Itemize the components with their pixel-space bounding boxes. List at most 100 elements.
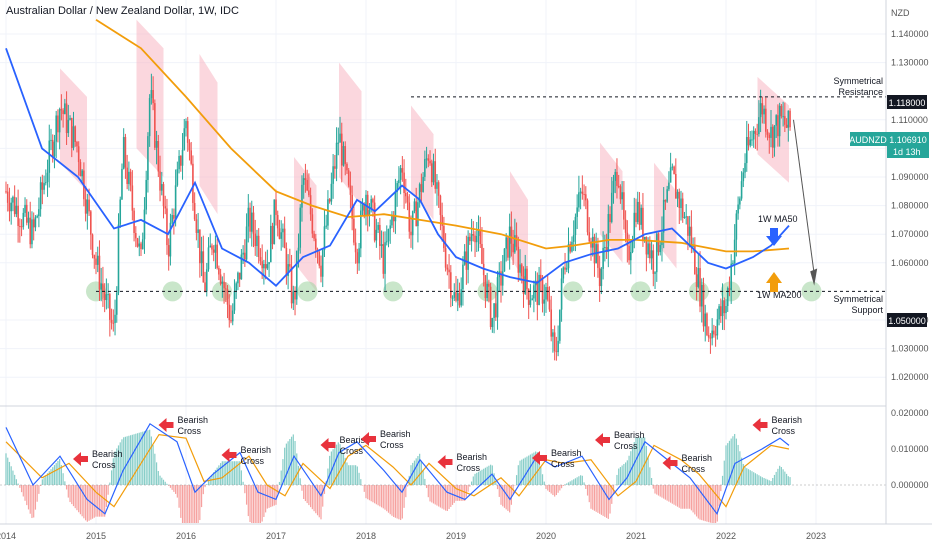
macd-histogram-bar (152, 445, 154, 485)
macd-histogram-bar (470, 481, 473, 485)
macd-histogram-bar (766, 479, 769, 485)
macd-histogram-bar (585, 485, 587, 489)
macd-histogram-bar (102, 485, 104, 517)
macd-histogram-bar (559, 485, 561, 491)
candle-body (385, 241, 388, 243)
candle-body (327, 199, 329, 226)
candle-body (147, 136, 149, 180)
bearish-pattern-zone (199, 54, 218, 215)
macd-histogram-bar (380, 485, 383, 508)
candle-body (29, 217, 32, 245)
macd-histogram-bar (178, 485, 180, 508)
candle-body (98, 255, 101, 290)
macd-histogram-bar (571, 480, 573, 485)
candle-body (38, 209, 40, 217)
price-lines (5, 18, 790, 287)
candle-body (688, 226, 691, 236)
macd-histogram-bar (695, 485, 698, 517)
candle-body (726, 288, 729, 307)
bar-countdown: 1d 13h (893, 147, 921, 157)
macd-histogram-bar (107, 485, 109, 495)
macd-histogram-bar (727, 443, 729, 485)
candle-body (777, 115, 779, 137)
candle-body (768, 134, 771, 138)
macd-histogram-bar (335, 444, 338, 485)
macd-histogram-bar (69, 485, 71, 503)
candle-body (543, 299, 546, 304)
candle-body (744, 163, 746, 173)
macd-histogram-bar (611, 485, 613, 504)
macd-histogram-bar (768, 480, 770, 485)
candle-body (245, 226, 248, 260)
macd-histogram-bar (100, 485, 102, 517)
candle-body (145, 179, 147, 210)
candle-body (647, 243, 649, 255)
time-tick-label: 2019 (446, 531, 466, 541)
candle-body (770, 126, 772, 138)
macd-histogram-bar (702, 485, 705, 521)
candle-body (422, 176, 424, 192)
candle-body (335, 142, 338, 169)
macd-histogram-bar (772, 477, 774, 485)
macd-histogram-bar (576, 477, 578, 485)
candle-body (27, 217, 30, 223)
macd-histogram-bar (306, 485, 308, 504)
signal-line (5, 433, 790, 508)
candle-body (93, 255, 96, 259)
ma200-arrow (766, 272, 782, 292)
macd-histogram-bar (375, 485, 377, 505)
macd-histogram-bar (670, 485, 672, 503)
macd-histogram-bar (251, 485, 253, 523)
macd-histogram-bar (637, 437, 639, 485)
candle-body (470, 234, 473, 242)
candle-body (749, 139, 752, 146)
macd-histogram-bar (715, 485, 717, 523)
macd-histogram-bar (649, 467, 651, 485)
macd-histogram-bar (214, 469, 217, 485)
macd-histogram-bar (718, 485, 720, 507)
candle-body (173, 215, 175, 219)
macd-histogram-bar (149, 429, 151, 485)
macd-histogram-bar (711, 485, 713, 523)
macd-histogram-bar (147, 430, 149, 485)
candle-body (276, 214, 279, 229)
candle-body (114, 314, 116, 323)
candle-body (12, 196, 14, 203)
candle-body (706, 313, 708, 336)
candle-body (278, 228, 281, 239)
bearish-cross-arrow (595, 433, 610, 447)
macd-histogram-bar (704, 485, 706, 522)
candle-body (107, 294, 109, 296)
macd-histogram-bar (207, 481, 210, 485)
macd-histogram-bar (14, 474, 16, 485)
macd-histogram-bar (50, 469, 52, 485)
currency-label: NZD (891, 8, 910, 18)
candle-body (91, 234, 94, 256)
macd-histogram-bar (20, 485, 23, 493)
candle-body (695, 274, 698, 287)
candle-body (273, 199, 276, 245)
candle-body (560, 278, 563, 310)
macd-histogram-bar (349, 465, 352, 485)
macd-histogram-bar (415, 458, 417, 485)
candle-body (735, 213, 738, 240)
candle-body (34, 217, 37, 228)
candle-body (510, 226, 513, 244)
macd-histogram-bar (441, 485, 443, 509)
macd-histogram-bar (285, 443, 287, 485)
price-tick-label: 1.140000 (891, 29, 929, 39)
macd-histogram-bar (493, 473, 495, 485)
macd-histogram-bar (445, 485, 447, 511)
macd-histogram-bar (673, 485, 675, 505)
macd-histogram-bar (753, 472, 755, 485)
candle-body (475, 236, 478, 243)
macd-histogram-bar (95, 485, 97, 517)
candle-body (669, 167, 672, 183)
candle-body (311, 214, 314, 234)
candle-body (585, 194, 587, 201)
macd-histogram-bar (62, 473, 64, 485)
candle-body (713, 330, 715, 335)
candle-body (659, 245, 662, 253)
bearish-cross-arrow (662, 456, 678, 470)
candle-body (328, 199, 331, 202)
